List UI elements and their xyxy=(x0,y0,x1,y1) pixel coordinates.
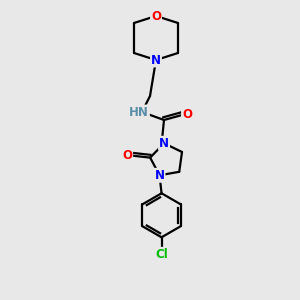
Text: Cl: Cl xyxy=(155,248,168,261)
Text: N: N xyxy=(154,169,164,182)
Text: O: O xyxy=(182,109,192,122)
Text: O: O xyxy=(122,149,132,162)
Text: HN: HN xyxy=(129,106,149,118)
Text: N: N xyxy=(151,53,161,67)
Text: O: O xyxy=(151,10,161,22)
Text: N: N xyxy=(159,137,169,150)
